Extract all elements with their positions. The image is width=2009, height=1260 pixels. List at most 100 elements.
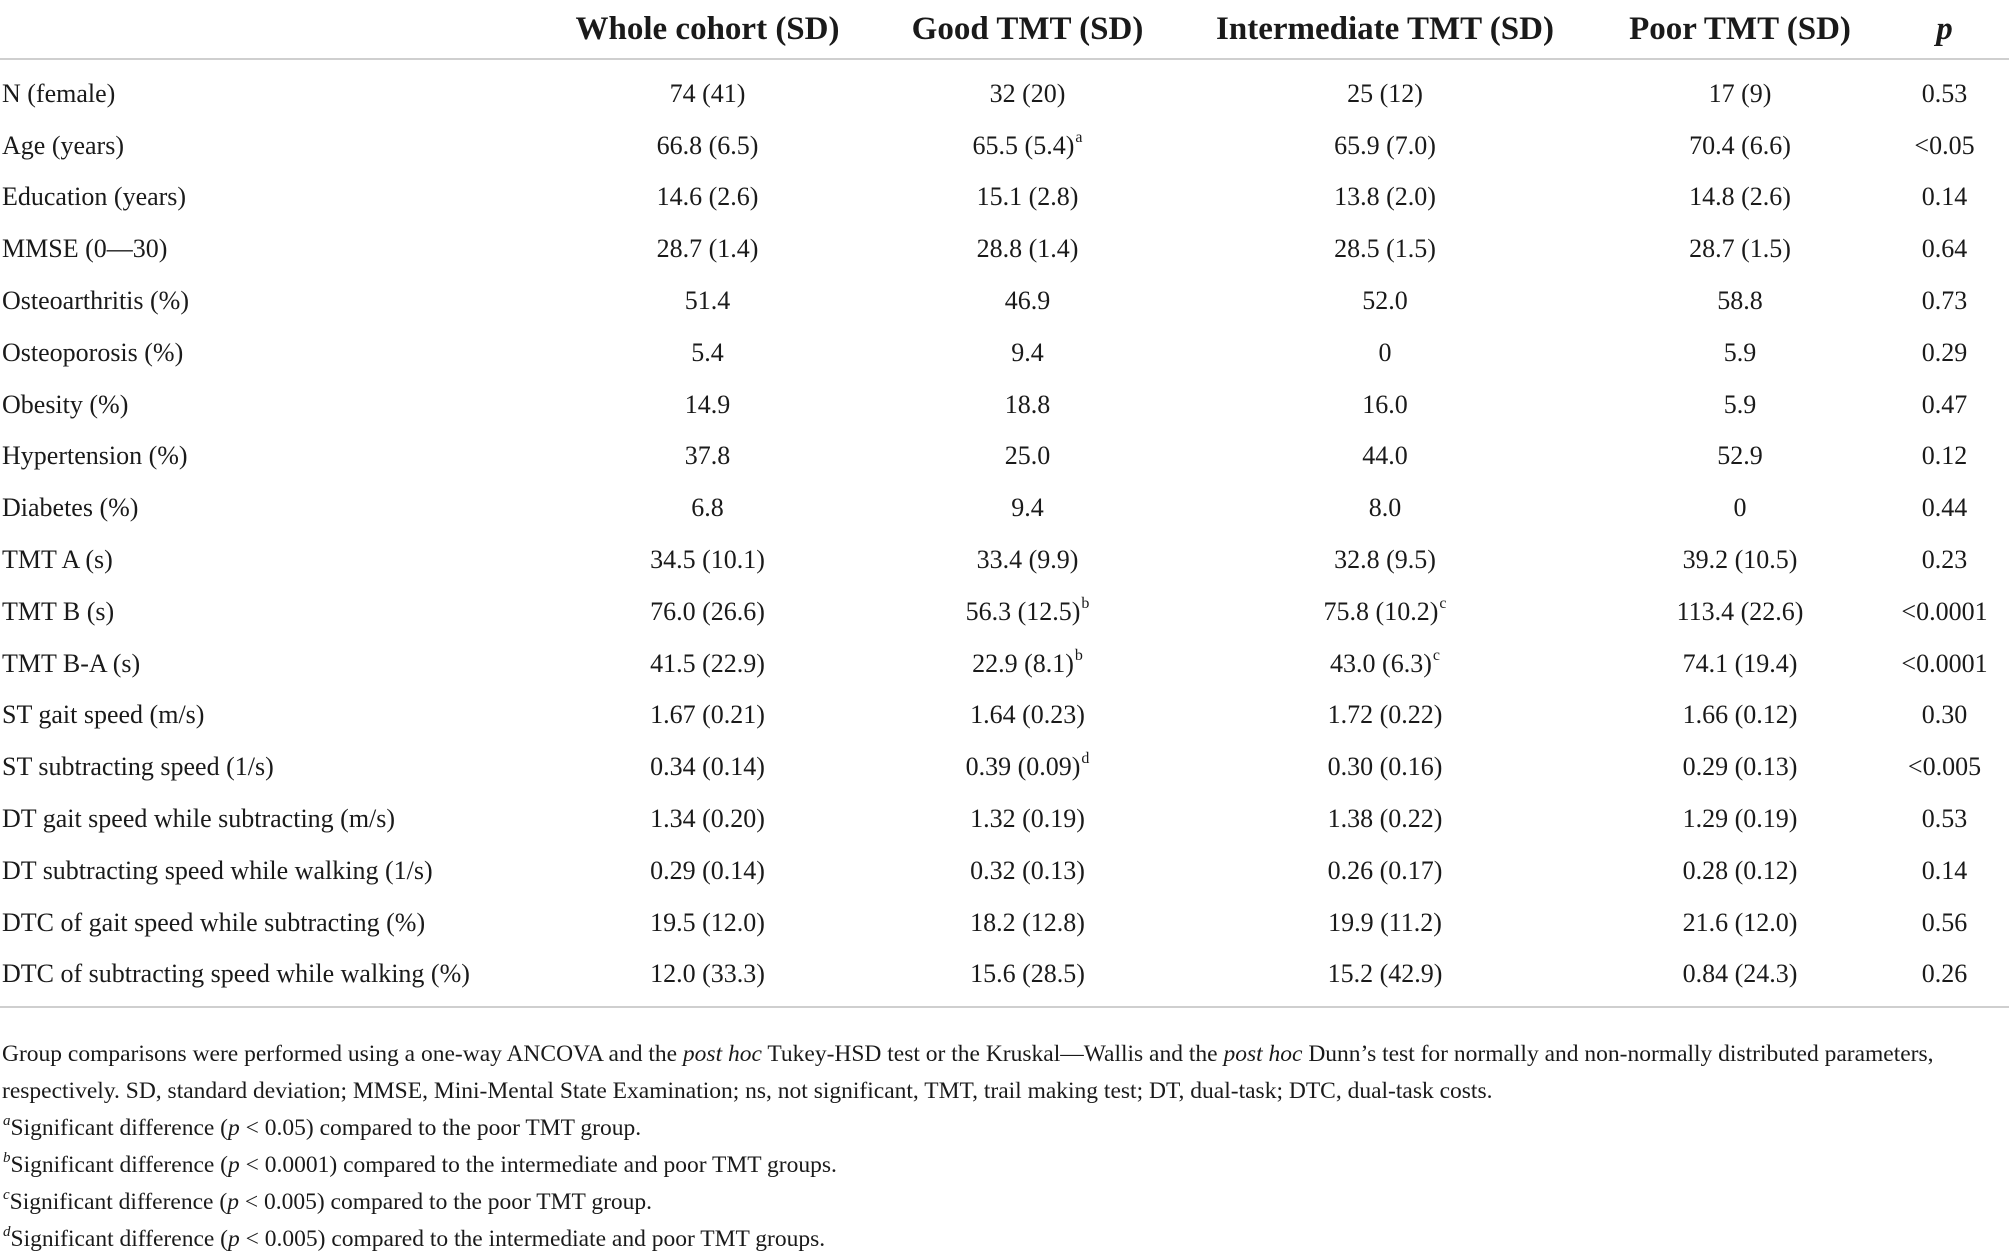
row-label: Diabetes (%) [2,493,139,523]
cell-value: 70.4 (6.6) [1689,130,1791,160]
cell-value: 17 (9) [1708,78,1772,108]
cell-p-value: 0.29 [1880,327,2009,379]
cell-value: 65.9 (7.0) [1334,130,1436,160]
cell-whole-cohort: 76.0 (26.6) [530,586,885,638]
cell-good-tmt: 9.4 [885,482,1170,534]
header-cell-whole-cohort: Whole cohort (SD) [530,0,885,60]
cell-intermediate-tmt: 19.9 (11.2) [1170,897,1600,949]
cell-good-tmt: 1.32 (0.19) [885,793,1170,845]
table-body: N (female) 74 (41) 32 (20) 25 (12) 17 (9) 0.5… [0,59,2009,1009]
row-label: TMT B (s) [2,596,115,626]
cell-value: <0.05 [1914,130,1975,160]
cell-poor-tmt: 58.8 [1600,275,1880,327]
cell-poor-tmt: 70.4 (6.6) [1600,120,1880,172]
cohort-characteristics-table: Whole cohort (SD) Good TMT (SD) Intermed… [0,0,2009,1009]
cell-poor-tmt: 39.2 (10.5) [1600,534,1880,586]
cell-whole-cohort: 5.4 [530,327,885,379]
cell-value: 41.5 (22.9) [650,648,765,678]
cell-good-tmt: 65.5 (5.4)a [885,120,1170,172]
footnote-marker: c [1439,594,1447,612]
table-row: DTC of subtracting speed while walking (… [0,948,2009,1009]
cell-whole-cohort: 1.67 (0.21) [530,690,885,742]
cell-good-tmt: 9.4 [885,327,1170,379]
cell-value: 15.6 (28.5) [970,959,1085,989]
cell-good-tmt: 18.8 [885,379,1170,431]
cell-whole-cohort: 19.5 (12.0) [530,897,885,949]
cell-value: 1.34 (0.20) [650,804,765,834]
cell-value: 0.53 [1921,78,1968,108]
table-row: TMT A (s) 34.5 (10.1) 33.4 (9.9) 32.8 (9.5)… [0,534,2009,586]
cell-value: 19.5 (12.0) [650,907,765,937]
cell-good-tmt: 15.6 (28.5) [885,948,1170,1009]
cell-p-value: <0.0001 [1880,586,2009,638]
cell-value: 74.1 (19.4) [1682,648,1798,678]
cell-value: <0.0001 [1901,648,1988,678]
cell-value: 28.5 (1.5) [1334,234,1436,264]
cell-value: 15.2 (42.9) [1327,959,1443,989]
footnote-marker: c [1432,646,1440,664]
cell-p-value: 0.30 [1880,690,2009,742]
cell-poor-tmt: 113.4 (22.6) [1600,586,1880,638]
table-row: ST gait speed (m/s) 1.67 (0.21) 1.64 (0.23… [0,690,2009,742]
cell-value: 0.34 (0.14) [650,752,765,782]
cell-whole-cohort: 66.8 (6.5) [530,120,885,172]
cell-value: 1.72 (0.22) [1327,700,1443,730]
cell-good-tmt: 32 (20) [885,59,1170,120]
cell-value: 0.30 [1921,700,1968,730]
cell-value: 6.8 [691,493,724,523]
row-label: Hypertension (%) [2,441,188,471]
cell-value: 19.9 (11.2) [1328,907,1442,937]
footnote-marker: b [1074,646,1083,664]
cell-value: 18.2 (12.8) [970,907,1085,937]
cell-value: 32 (20) [989,78,1066,108]
cell-value: 15.1 (2.8) [976,182,1079,212]
cell-value: 5.9 [1723,337,1757,367]
cell-good-tmt: 46.9 [885,275,1170,327]
table-row: DT gait speed while subtracting (m/s) 1.3… [0,793,2009,845]
table-row: Obesity (%) 14.9 18.8 16.0 5.9 0.47 [0,379,2009,431]
cell-good-tmt: 0.32 (0.13) [885,845,1170,897]
cell-value: 52.0 [1362,286,1408,316]
methods-note: Group comparisons were performed using a… [2,1041,1934,1104]
cell-value: 14.6 (2.6) [656,182,759,212]
cell-value: 0.44 [1921,493,1968,523]
cell-whole-cohort: 0.29 (0.14) [530,845,885,897]
table-row: Education (years) 14.6 (2.6) 15.1 (2.8) 13.… [0,172,2009,224]
cell-value: 21.6 (12.0) [1682,907,1798,937]
cell-value: 74 (41) [669,78,746,108]
cell-poor-tmt: 28.7 (1.5) [1600,223,1880,275]
cell-poor-tmt: 0.28 (0.12) [1600,845,1880,897]
cell-poor-tmt: 5.9 [1600,379,1880,431]
cell-value: 58.8 [1717,286,1763,316]
cell-value: 76.0 (26.6) [650,596,765,626]
footnote-marker: a [1075,128,1083,146]
cell-value: 8.0 [1368,493,1402,523]
cell-whole-cohort: 34.5 (10.1) [530,534,885,586]
cell-whole-cohort: 1.34 (0.20) [530,793,885,845]
cell-value: 56.3 (12.5) [965,596,1081,626]
cell-poor-tmt: 1.29 (0.19) [1600,793,1880,845]
cell-value: 0.73 [1921,286,1968,316]
cell-intermediate-tmt: 65.9 (7.0) [1170,120,1600,172]
cell-value: 0 [1733,493,1747,523]
footnote-b: bSignificant difference (p < 0.0001) com… [3,1150,837,1179]
cell-value: 0.12 [1921,441,1968,471]
cell-poor-tmt: 14.8 (2.6) [1600,172,1880,224]
cell-value: 0.29 (0.13) [1682,752,1798,782]
cell-intermediate-tmt: 28.5 (1.5) [1170,223,1600,275]
cell-intermediate-tmt: 25 (12) [1170,59,1600,120]
cell-intermediate-tmt: 8.0 [1170,482,1600,534]
footnote-a: aSignificant difference (p < 0.05) compa… [3,1113,642,1142]
cell-intermediate-tmt: 1.38 (0.22) [1170,793,1600,845]
row-label: N (female) [2,78,116,108]
footnote-marker: b [1081,594,1090,612]
cell-whole-cohort: 12.0 (33.3) [530,948,885,1009]
cell-value: 0.84 (24.3) [1682,959,1798,989]
header-cell-intermediate-tmt: Intermediate TMT (SD) [1170,0,1600,60]
cell-value: 0.29 (0.14) [650,855,765,885]
cell-whole-cohort: 0.34 (0.14) [530,741,885,793]
cell-poor-tmt: 17 (9) [1600,59,1880,120]
row-label: DT gait speed while subtracting (m/s) [2,804,396,834]
table-row: Osteoarthritis (%) 51.4 46.9 52.0 58.8 0.73 [0,275,2009,327]
row-label: TMT B-A (s) [2,648,141,678]
